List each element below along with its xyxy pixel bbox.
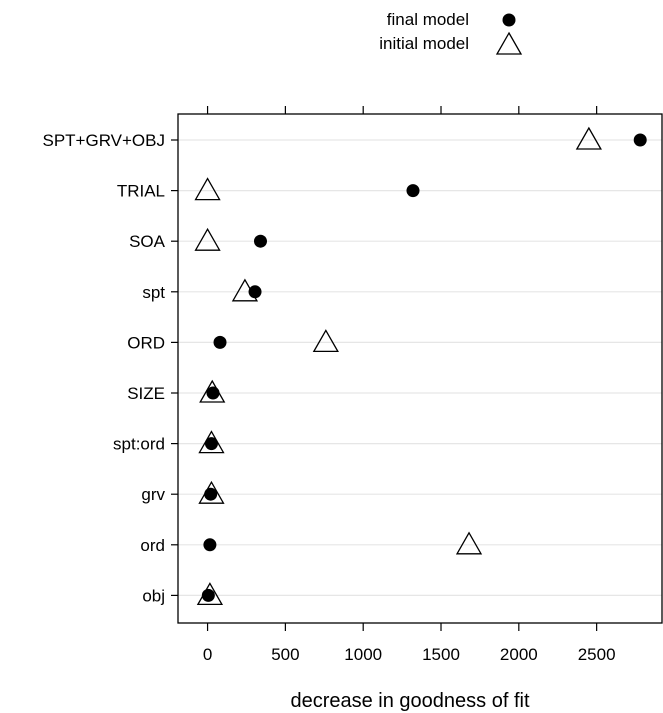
point-final-model (253, 234, 267, 248)
x-tick-label: 0 (203, 645, 212, 664)
x-axis-top-ticks (206, 106, 598, 114)
point-initial-model (312, 329, 339, 353)
grid-lines (178, 139, 662, 597)
y-tick-label: SPT+GRV+OBJ (42, 131, 165, 150)
y-tick-label: spt (142, 283, 165, 302)
plot-panel-border (177, 113, 663, 624)
y-tick-label: spt:ord (113, 435, 165, 454)
y-tick-label: grv (141, 485, 165, 504)
point-final-model (204, 487, 218, 501)
point-final-model (201, 588, 215, 602)
point-final-model (203, 538, 217, 552)
x-tick-label: 500 (271, 645, 299, 664)
y-tick-label: SOA (129, 232, 166, 251)
point-final-model (204, 437, 218, 451)
data-points (194, 126, 647, 606)
point-final-model (406, 184, 420, 198)
x-axis-label: decrease in goodness of fit (290, 690, 529, 712)
point-final-model (206, 386, 220, 400)
point-final-model (213, 335, 227, 349)
x-tick-label: 2000 (500, 645, 538, 664)
y-tick-label: ord (140, 536, 165, 555)
point-initial-model (455, 531, 483, 555)
point-initial-model (194, 227, 221, 251)
x-tick-label: 1500 (422, 645, 460, 664)
y-axis-ticks: SPT+GRV+OBJ TRIAL SOA spt ORD SIZE spt:ord grv o… (42, 131, 178, 605)
legend-label-final: final model (387, 10, 469, 29)
point-final-model (633, 133, 647, 147)
y-tick-label: ORD (127, 333, 165, 352)
y-tick-label: SIZE (127, 384, 165, 403)
point-initial-model (575, 126, 602, 150)
legend: final model initial model (379, 10, 523, 55)
legend-marker-initial (495, 31, 523, 55)
y-tick-label: obj (142, 586, 165, 605)
x-tick-label: 2500 (578, 645, 616, 664)
legend-label-initial: initial model (379, 34, 469, 53)
y-tick-label: TRIAL (117, 182, 165, 201)
point-initial-model (194, 177, 221, 201)
x-axis-bottom-ticks: 0 500 1000 1500 2000 2500 (203, 623, 616, 664)
point-final-model (248, 285, 262, 299)
x-tick-label: 1000 (344, 645, 382, 664)
legend-marker-final (502, 13, 516, 27)
